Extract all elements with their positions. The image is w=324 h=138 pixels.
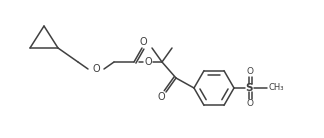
Text: O: O <box>92 64 100 74</box>
Text: S: S <box>245 83 253 93</box>
Text: CH₃: CH₃ <box>268 83 284 92</box>
Text: O: O <box>157 92 165 102</box>
Text: O: O <box>144 57 152 67</box>
Text: O: O <box>139 37 147 47</box>
Text: O: O <box>247 99 253 108</box>
Text: O: O <box>247 67 253 76</box>
